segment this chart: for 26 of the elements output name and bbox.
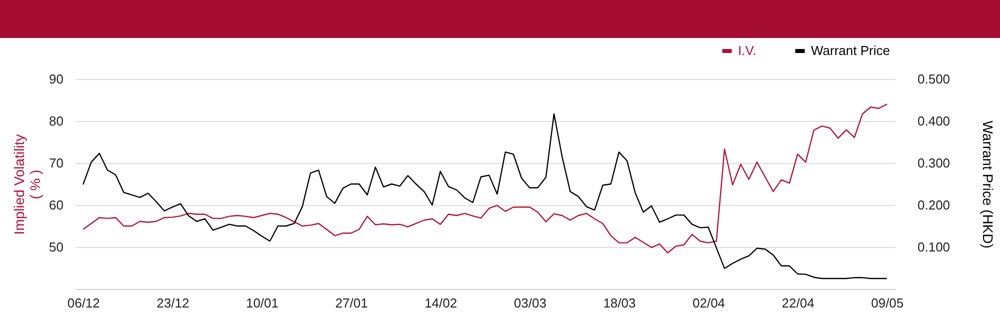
y2-tick-label: 0.100 xyxy=(918,240,950,254)
x-tick-label: 14/02 xyxy=(424,296,458,310)
x-tick-label: 09/05 xyxy=(871,296,904,310)
y-tick-label: 60 xyxy=(49,198,64,212)
y2-tick-label: 0.400 xyxy=(918,114,950,128)
line-series xyxy=(82,104,888,254)
y-axis-title: Implied Volatility ( % ) xyxy=(11,134,44,235)
x-tick-label: 23/12 xyxy=(156,296,190,310)
y-tick-label: 80 xyxy=(49,114,64,128)
x-tick-label: 18/03 xyxy=(603,296,636,310)
y2-tick-label: 0.200 xyxy=(918,198,950,212)
x-tick-label: 03/03 xyxy=(514,296,546,310)
y-tick-label: 50 xyxy=(49,240,64,254)
y2-tick-label: 0.300 xyxy=(918,156,950,170)
line-series xyxy=(82,113,888,280)
x-tick-label: 06/12 xyxy=(67,296,100,310)
y-tick-label: 70 xyxy=(49,156,64,170)
x-tick-label: 02/04 xyxy=(692,296,726,310)
x-tick-label: 22/04 xyxy=(782,296,814,310)
y2-axis-title: Warrant Price (HKD) xyxy=(980,120,996,248)
y2-tick-label: 0.500 xyxy=(918,72,950,86)
legend-label: I.V. xyxy=(738,43,756,58)
legend-label: Warrant Price xyxy=(811,43,890,58)
x-tick-label: 27/01 xyxy=(335,296,368,310)
y-tick-label: 90 xyxy=(49,72,64,86)
x-tick-label: 10/01 xyxy=(246,296,279,310)
